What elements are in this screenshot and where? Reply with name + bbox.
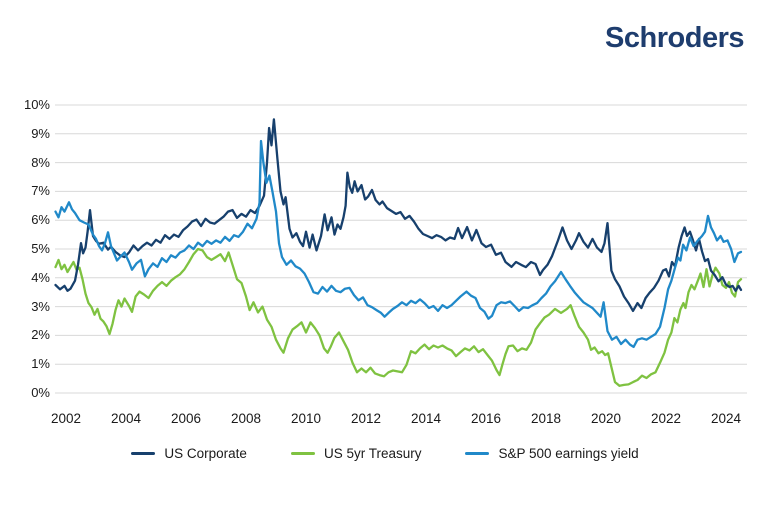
legend-item: US 5yr Treasury — [290, 446, 422, 461]
x-tick-label: 2010 — [290, 411, 322, 426]
series-line-us-5yr-treasury — [54, 247, 743, 387]
legend-line-swatch — [465, 452, 490, 455]
legend-line-swatch — [131, 452, 156, 455]
legend-item: US Corporate — [131, 446, 247, 461]
legend-item: S&P 500 earnings yield — [465, 446, 639, 461]
legend-label: S&P 500 earnings yield — [498, 446, 639, 461]
y-tick-label: 0% — [31, 385, 50, 400]
chart-legend: US Corporate US 5yr Treasury S&P 500 earni… — [0, 446, 770, 461]
x-tick-label: 2024 — [710, 411, 742, 426]
x-tick-label: 2020 — [590, 411, 622, 426]
y-tick-label: 7% — [31, 183, 50, 199]
x-tick-label: 2004 — [110, 411, 142, 426]
y-tick-label: 1% — [31, 356, 50, 372]
x-tick-label: 2014 — [410, 411, 442, 426]
y-tick-label: 8% — [31, 154, 50, 170]
x-tick-label: 2022 — [650, 411, 682, 426]
series-line-us-corporate — [54, 118, 743, 313]
legend-line-swatch — [290, 452, 315, 455]
x-tick-label: 2016 — [470, 411, 502, 426]
y-tick-label: 2% — [31, 327, 50, 343]
schroders-logo: Schroders — [605, 22, 744, 54]
x-tick-label: 2012 — [350, 411, 382, 426]
y-tick-label: 6% — [31, 212, 50, 228]
x-tick-label: 2002 — [50, 411, 82, 426]
y-tick-label: 9% — [31, 125, 50, 141]
x-tick-label: 2018 — [530, 411, 562, 426]
y-tick-label: 10% — [23, 97, 50, 112]
y-tick-label: 3% — [31, 298, 50, 314]
x-tick-label: 2006 — [170, 411, 202, 426]
legend-label: US 5yr Treasury — [323, 446, 422, 461]
y-tick-label: 4% — [31, 269, 50, 285]
y-tick-label: 5% — [31, 241, 50, 256]
series-line-s-p-500-earnings-yield — [54, 139, 743, 349]
x-tick-label: 2008 — [230, 411, 262, 426]
legend-label: US Corporate — [164, 446, 247, 461]
